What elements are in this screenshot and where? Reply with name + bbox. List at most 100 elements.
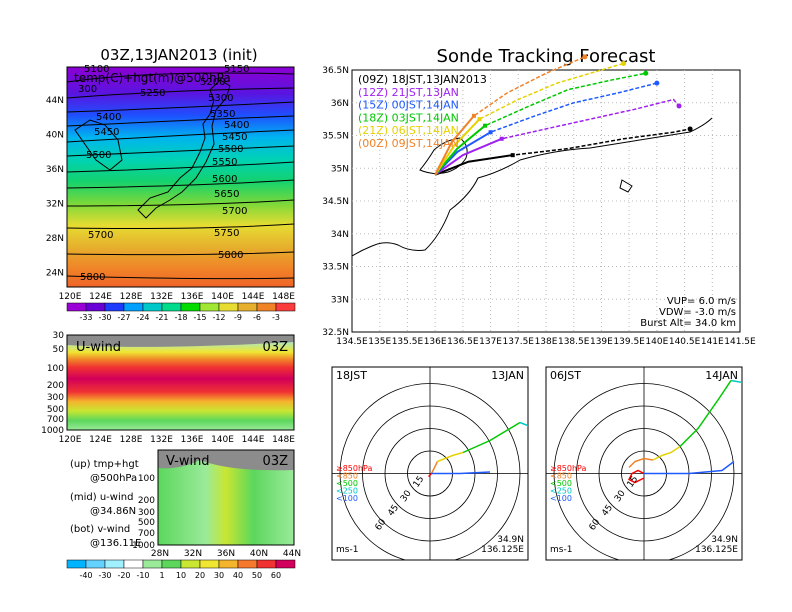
track-legend-entry: (15Z) 00JST,14JAN	[358, 99, 459, 112]
colorbar-label: 20	[195, 571, 205, 580]
pressure-legend-entry: ≥850hPa	[336, 464, 373, 473]
island-outline	[619, 179, 633, 193]
lon-axis: 120E 124E 128E 132E 136E 140E 144E 148E	[59, 292, 296, 302]
track-endpoint	[643, 70, 649, 76]
track-series-line	[434, 72, 646, 176]
contour-label: 5800	[80, 272, 105, 283]
colorbar-swatch	[256, 559, 277, 569]
colorbar-label: -24	[136, 313, 149, 322]
colorbar-swatch	[180, 302, 201, 312]
track-series-ascent	[434, 154, 513, 176]
track-endpoint	[654, 80, 660, 86]
track-series-ascent	[434, 115, 475, 176]
panel-uwind-frame	[66, 334, 295, 431]
contour-label: 5800	[218, 250, 243, 261]
colorbar-label: 40	[233, 571, 243, 580]
pressure-tick-label: 300	[138, 508, 155, 518]
hodograph-location: 34.9N	[497, 535, 524, 545]
colorbar-label: -15	[193, 313, 206, 322]
colorbar-label: -33	[79, 313, 92, 322]
lat-tick-label: 34N	[331, 230, 349, 240]
contour-label: 5650	[214, 189, 239, 200]
pressure-tick-label: 500	[47, 405, 64, 415]
colorbar-swatch	[66, 302, 87, 312]
hodograph-trace	[730, 379, 742, 384]
track-annotation: VUP= 6.0 m/s	[667, 296, 736, 307]
lon-tick-label: 132E	[150, 435, 173, 445]
lat-tick-label: 28N	[46, 234, 64, 244]
hodograph-time-label: 06JST	[550, 369, 581, 382]
hodograph-trace	[431, 471, 491, 475]
hodograph-trace	[427, 472, 433, 478]
contour-label: 5700	[222, 206, 247, 217]
track-series-ascent	[434, 124, 486, 176]
colorbar-swatch	[275, 559, 296, 569]
colorbar-swatch	[256, 302, 277, 312]
pressure-legend-entry: <250	[336, 487, 358, 496]
colorbar-swatch	[142, 559, 163, 569]
lat-tick-label: 36N	[331, 99, 349, 109]
colorbar-label: -9	[234, 313, 242, 322]
panel-500hpa-subtitle: temp(C)+hgt(m)@500hPa	[74, 71, 231, 85]
contour-label: 5450	[222, 132, 247, 143]
lon-tick-label: 120E	[59, 292, 82, 302]
colorbar-swatch	[66, 559, 87, 569]
pressure-tick-label: 1000	[41, 426, 64, 436]
hodograph-location: 34.9N	[711, 535, 738, 545]
colorbar-label: -10	[136, 571, 149, 580]
lat-tick-label: 40N	[46, 131, 64, 141]
colorbar-swatch	[237, 559, 258, 569]
lat-tick-label: 36.5N	[322, 66, 349, 76]
lon-tick-label: 124E	[89, 435, 112, 445]
colorbar-label: -30	[98, 313, 111, 322]
lon-tick-label: 135E	[368, 337, 391, 347]
hodograph-trace	[652, 445, 681, 461]
lat-tick-label: 32.5N	[322, 328, 349, 338]
colorbar-label: 10	[176, 571, 186, 580]
contour-label: 5500	[86, 150, 111, 161]
hodograph-trace	[679, 380, 732, 448]
lat-tick-label: 40N	[250, 549, 268, 559]
lon-tick-label: 140.5E	[669, 337, 701, 347]
lon-tick-label: 134.5E	[336, 337, 368, 347]
lat-tick-label: 28N	[151, 549, 169, 559]
lat-tick-label: 36N	[217, 549, 235, 559]
contour-label: 5150	[224, 64, 249, 75]
track-annotation: VDW= -3.0 m/s	[659, 307, 736, 318]
lon-tick-label: 139E	[590, 337, 613, 347]
pressure-legend-entry: <850	[550, 472, 572, 481]
colorbar-swatch	[218, 559, 239, 569]
pressure-tick-label: 50	[53, 345, 65, 355]
legend-line: (bot) v-wind	[70, 524, 130, 535]
lat-tick-label: 32N	[184, 549, 202, 559]
legend-line: (up) tmp+hgt	[70, 459, 139, 470]
lon-tick-label: 141E	[701, 337, 724, 347]
uwind-lon-axis: 120E 124E 128E 132E 136E 140E 144E 148E	[59, 435, 296, 445]
colorbar-label: 60	[271, 571, 281, 580]
panel-vwind-frame	[157, 449, 295, 546]
hodograph-trace	[519, 421, 528, 427]
pressure-tick-label: 200	[47, 381, 64, 391]
lon-tick-label: 148E	[272, 292, 295, 302]
panel-vwind-time: 03Z	[263, 454, 289, 469]
lon-tick-label: 120E	[59, 435, 82, 445]
lon-tick-label: 137E	[479, 337, 502, 347]
lat-tick-label: 24N	[46, 269, 64, 279]
lon-tick-label: 124E	[89, 292, 112, 302]
colorbar-label: 50	[252, 571, 262, 580]
lon-tick-label: 128E	[120, 435, 143, 445]
lat-tick-label: 32N	[46, 200, 64, 210]
colorbar-swatch	[142, 302, 163, 312]
track-legend-entry: (09Z) 18JST,13JAN2013	[358, 73, 487, 86]
vwind-lat-axis: 28N 32N 36N 40N 44N	[151, 549, 301, 559]
contour-label: 5100	[84, 64, 109, 75]
track-lines	[434, 54, 693, 176]
legend-line: @136.11E	[90, 538, 141, 549]
track-endpoint	[676, 103, 682, 109]
contour-label: 5350	[210, 109, 235, 120]
